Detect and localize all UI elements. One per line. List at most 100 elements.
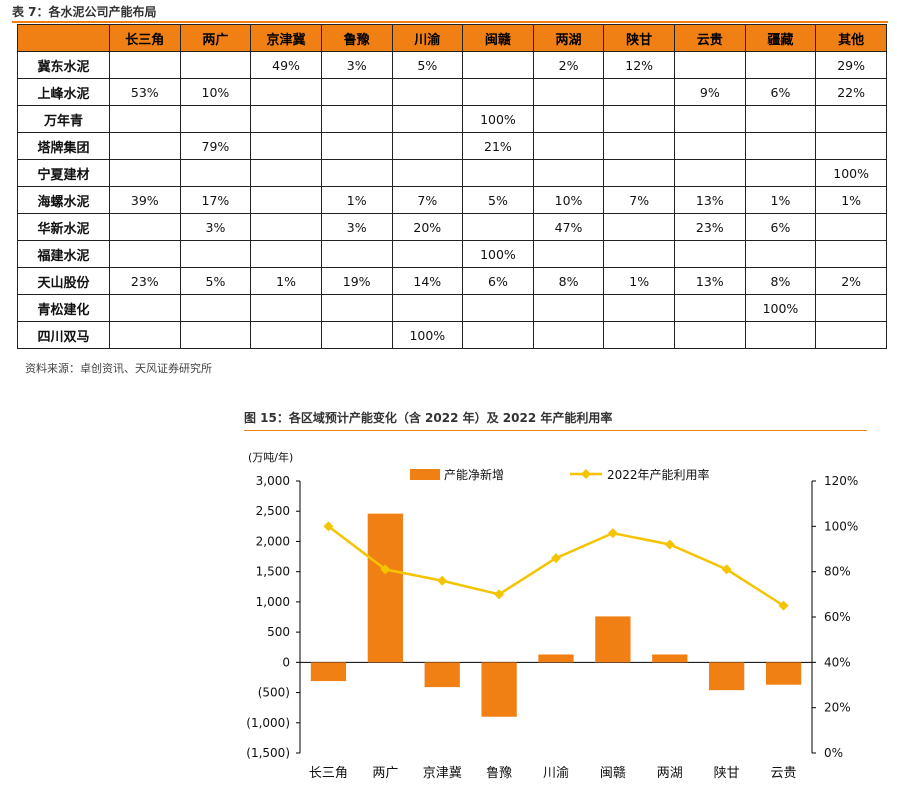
company-name: 塔牌集团 xyxy=(17,132,110,160)
company-name: 福建水泥 xyxy=(17,240,110,268)
category-label: 鲁豫 xyxy=(486,766,512,781)
company-name: 华新水泥 xyxy=(17,213,110,241)
share-cell xyxy=(462,213,534,241)
table-row: 华新水泥 3% 3% 20% 47% 23% 6% xyxy=(17,213,887,241)
share-cell xyxy=(603,78,675,106)
left-tick-label: 500 xyxy=(267,625,290,639)
company-name: 上峰水泥 xyxy=(17,78,110,106)
share-cell: 21% xyxy=(462,132,534,160)
company-name: 天山股份 xyxy=(17,267,110,295)
table-row: 万年青 100% xyxy=(17,105,887,133)
share-cell: 1% xyxy=(603,267,675,295)
share-cell xyxy=(179,240,252,268)
company-name: 万年青 xyxy=(17,105,110,133)
legend-marker xyxy=(581,469,591,479)
left-tick-label: (1,000) xyxy=(246,716,290,730)
table-row: 塔牌集团 79% 21% xyxy=(17,132,887,160)
share-cell xyxy=(532,321,605,349)
left-tick-label: (500) xyxy=(258,686,290,700)
share-cell xyxy=(744,51,817,79)
bar-3 xyxy=(424,662,460,688)
category-label: 川渝 xyxy=(543,765,569,781)
share-cell xyxy=(744,159,817,187)
category-label: 两广 xyxy=(372,766,398,781)
share-cell xyxy=(320,159,393,187)
share-cell: 100% xyxy=(462,240,534,268)
table-row: 海螺水泥 39% 17% 1% 7% 5% 10% 7% 13% 1% 1% xyxy=(17,186,887,214)
share-cell xyxy=(815,294,887,322)
share-cell xyxy=(320,321,393,349)
share-cell: 3% xyxy=(320,51,393,79)
legend-label-line: 2022年产能利用率 xyxy=(607,467,710,482)
share-cell xyxy=(391,240,464,268)
share-cell: 100% xyxy=(462,105,534,133)
figure-title-rule xyxy=(244,430,867,431)
bar-6 xyxy=(595,616,631,663)
share-cell xyxy=(603,240,675,268)
right-tick-label: 40% xyxy=(824,655,851,669)
header-region: 京津冀 xyxy=(250,24,322,52)
share-cell xyxy=(462,321,534,349)
share-cell xyxy=(744,240,817,268)
header-region: 两广 xyxy=(179,24,252,52)
table-row: 福建水泥 100% xyxy=(17,240,887,268)
share-cell xyxy=(250,186,322,214)
share-cell xyxy=(320,240,393,268)
legend-label-bar: 产能净新增 xyxy=(444,467,504,482)
share-cell xyxy=(391,132,464,160)
share-cell xyxy=(109,159,181,187)
header-corner xyxy=(17,24,110,52)
left-tick-label: 0 xyxy=(282,655,290,669)
left-tick-label: 1,500 xyxy=(256,565,290,579)
share-cell xyxy=(532,159,605,187)
right-tick-label: 60% xyxy=(824,610,851,624)
share-cell xyxy=(674,321,746,349)
share-cell xyxy=(109,132,181,160)
category-label: 京津冀 xyxy=(423,765,462,781)
share-cell xyxy=(674,240,746,268)
share-cell: 1% xyxy=(744,186,817,214)
bar-1 xyxy=(310,662,347,682)
share-cell: 1% xyxy=(250,267,322,295)
share-cell xyxy=(815,105,887,133)
share-cell xyxy=(603,321,675,349)
header-region: 鲁豫 xyxy=(320,24,393,52)
share-cell xyxy=(320,294,393,322)
share-cell: 3% xyxy=(320,213,393,241)
header-region: 两湖 xyxy=(532,24,605,52)
share-cell xyxy=(744,105,817,133)
share-cell xyxy=(250,321,322,349)
capacity-chart: (1,500) (1,000) (500) 0 500 1,000 1,500 2,000 2,… xyxy=(246,450,858,781)
company-name: 宁夏建材 xyxy=(17,159,110,187)
share-cell: 1% xyxy=(320,186,393,214)
line-point-8 xyxy=(721,564,732,575)
left-tick-label: 1,000 xyxy=(256,595,290,609)
share-cell xyxy=(603,213,675,241)
legend-swatch-bar xyxy=(410,469,440,480)
unit-label: (万吨/年) xyxy=(248,450,293,464)
share-cell xyxy=(532,132,605,160)
category-label: 陕甘 xyxy=(714,766,740,781)
share-cell xyxy=(179,51,252,79)
share-cell xyxy=(179,105,252,133)
share-cell: 13% xyxy=(674,267,746,295)
header-region: 疆藏 xyxy=(744,24,817,52)
company-name: 四川双马 xyxy=(17,321,110,349)
share-cell xyxy=(250,213,322,241)
share-cell xyxy=(109,294,181,322)
share-cell: 10% xyxy=(532,186,605,214)
category-label: 两湖 xyxy=(657,766,683,781)
share-cell: 6% xyxy=(744,78,817,106)
share-cell: 5% xyxy=(391,51,464,79)
share-cell xyxy=(532,78,605,106)
bar-5 xyxy=(538,654,574,663)
share-cell: 14% xyxy=(391,267,464,295)
category-label: 云贵 xyxy=(771,766,797,781)
share-cell xyxy=(815,132,887,160)
share-cell: 6% xyxy=(462,267,534,295)
share-cell: 5% xyxy=(462,186,534,214)
share-cell: 17% xyxy=(179,186,252,214)
share-cell xyxy=(674,132,746,160)
header-region: 长三角 xyxy=(109,24,181,52)
right-tick-label: 20% xyxy=(824,701,851,715)
